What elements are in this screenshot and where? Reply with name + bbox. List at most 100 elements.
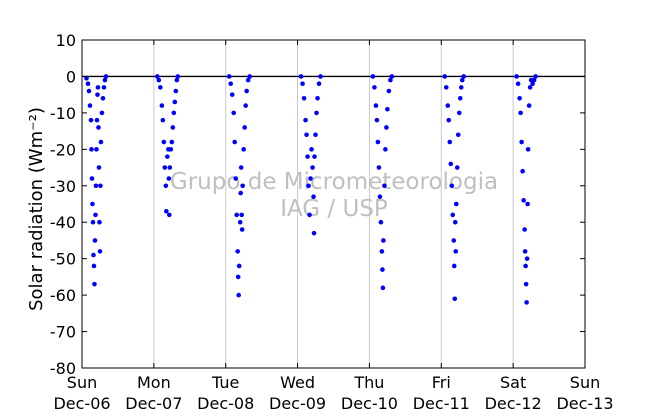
data-point	[314, 110, 319, 116]
y-tick-label: -80	[50, 359, 76, 378]
data-point	[520, 168, 525, 174]
data-point	[95, 92, 100, 97]
data-point	[526, 103, 532, 108]
data-point	[298, 74, 304, 79]
data-point	[236, 292, 241, 298]
watermark: Grupo de Micrometeorologia IAG / USP	[170, 169, 498, 222]
data-points	[84, 74, 538, 305]
data-point	[236, 263, 242, 269]
data-point	[90, 201, 95, 207]
data-point	[95, 85, 101, 90]
data-point	[94, 117, 100, 123]
data-point	[239, 227, 245, 232]
data-point	[525, 201, 530, 207]
plot-area-frame	[81, 39, 586, 369]
vertical-grid	[153, 40, 514, 368]
data-point	[382, 183, 387, 189]
data-point	[449, 183, 455, 189]
data-point	[231, 110, 236, 116]
x-tick-date-label: Dec-13	[556, 394, 613, 409]
data-point	[313, 132, 318, 138]
data-point	[101, 85, 107, 90]
data-point	[166, 176, 172, 181]
data-point	[305, 154, 310, 159]
data-point	[375, 139, 381, 145]
data-point	[306, 183, 311, 189]
data-point	[459, 77, 465, 83]
data-point	[164, 208, 169, 214]
data-point	[168, 147, 174, 152]
data-point	[91, 263, 97, 269]
data-point	[170, 125, 176, 130]
data-point	[172, 99, 178, 105]
data-point	[388, 77, 393, 83]
data-point	[158, 85, 163, 90]
data-point	[457, 96, 463, 101]
data-point	[522, 227, 527, 232]
data-point	[312, 154, 317, 159]
watermark-line-2: IAG / USP	[280, 196, 388, 222]
data-point	[87, 103, 93, 108]
data-point	[228, 81, 234, 87]
x-tick-date-label: Dec-10	[341, 394, 398, 409]
data-point	[96, 125, 101, 130]
data-point	[442, 74, 448, 79]
data-point	[527, 85, 533, 90]
data-point	[517, 96, 522, 101]
data-point	[380, 285, 386, 291]
x-tick-date-label: Dec-08	[197, 394, 254, 409]
data-point	[238, 165, 244, 170]
data-point	[93, 212, 98, 218]
watermark-line-1: Grupo de Micrometeorologia	[170, 169, 498, 195]
data-point	[226, 74, 232, 79]
data-point	[523, 281, 529, 287]
data-point	[310, 165, 315, 170]
data-point	[91, 252, 96, 258]
y-tick-label: -50	[50, 250, 76, 269]
data-point	[515, 81, 521, 87]
data-point	[519, 139, 524, 145]
data-point	[165, 154, 170, 159]
data-point	[169, 139, 175, 145]
data-point	[92, 281, 97, 287]
data-point	[243, 103, 248, 108]
data-point	[167, 212, 172, 218]
data-point	[235, 249, 240, 254]
data-point	[316, 81, 322, 87]
y-tick-label: -30	[50, 177, 76, 196]
data-point	[533, 74, 538, 79]
y-tick-label: 0	[66, 67, 76, 86]
data-point	[383, 147, 388, 152]
data-point	[524, 300, 529, 305]
x-tick-day-label: Thu	[353, 373, 384, 392]
y-tick-label: -10	[50, 104, 76, 123]
data-point	[514, 74, 519, 79]
data-point	[525, 147, 531, 152]
data-point	[175, 74, 181, 79]
data-point	[384, 125, 389, 130]
data-point	[247, 74, 252, 79]
data-point	[85, 81, 91, 87]
data-point	[237, 219, 243, 225]
x-tick-date-label: Dec-12	[485, 394, 542, 409]
data-point	[456, 110, 462, 116]
data-point	[451, 263, 457, 269]
data-point	[379, 249, 385, 254]
x-tick-day-label: Wed	[280, 373, 315, 392]
data-point	[161, 139, 167, 145]
data-point	[374, 117, 380, 123]
data-point	[454, 165, 460, 170]
data-point	[162, 165, 168, 170]
data-point	[240, 183, 245, 189]
data-point	[103, 74, 109, 79]
x-tick-date-label: Dec-07	[125, 394, 182, 409]
data-point	[242, 125, 247, 130]
data-point	[451, 238, 457, 243]
data-point	[523, 263, 528, 269]
data-point	[102, 77, 108, 83]
x-tick-day-label: Sun	[67, 373, 97, 392]
data-point	[173, 88, 179, 94]
y-axis-ticks: 10 0 -10 -20 -30 -40 -50 -60 -70 -80	[50, 31, 585, 378]
data-point	[308, 176, 313, 181]
data-point	[86, 88, 92, 94]
